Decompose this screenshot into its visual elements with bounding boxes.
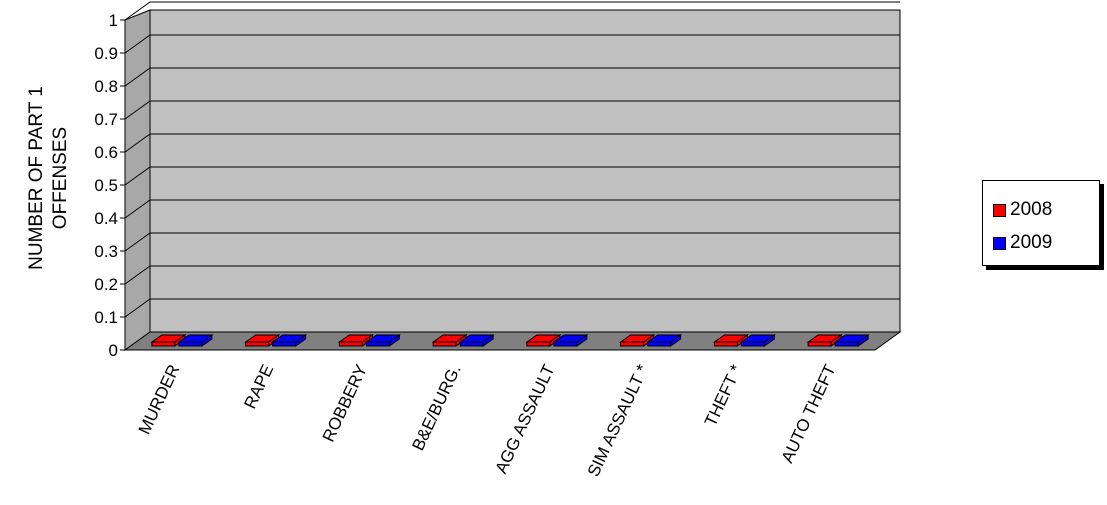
legend-item-2009: 2009 xyxy=(993,231,1052,255)
y-axis-label-line-1: NUMBER OF PART 1 xyxy=(26,86,47,270)
x-category-label: THEFT * xyxy=(701,361,746,429)
legend-swatch-2009 xyxy=(993,236,1006,250)
y-axis-label-line-2: OFFENSES xyxy=(50,127,71,229)
bar-2009-robbery xyxy=(364,334,401,347)
bar-2009-agg-assault xyxy=(552,334,589,347)
gridlines xyxy=(124,1,900,318)
legend-swatch-2008 xyxy=(993,203,1006,217)
gridline xyxy=(124,265,900,285)
y-tick-label: 0.3 xyxy=(94,242,118,261)
gridline xyxy=(124,166,900,186)
bar-2008-auto-theft xyxy=(806,334,843,347)
bar-2008-robbery xyxy=(337,334,374,347)
y-axis-ticks: 0 0.1 0.2 0.3 0.4 0.5 0.6 0.7 0.8 0.9 1 xyxy=(94,11,126,360)
bar-2008-agg-assault xyxy=(525,334,562,347)
gridline xyxy=(124,34,900,54)
gridline xyxy=(124,298,900,318)
bar-2009-auto-theft xyxy=(833,334,870,347)
x-category-label: AUTO THEFT xyxy=(778,362,840,466)
y-tick-label: 0.7 xyxy=(94,110,118,129)
bar-2009-b-e-burg- xyxy=(458,334,495,347)
y-tick-label: 1 xyxy=(109,11,118,30)
x-category-label: ROBBERY xyxy=(319,362,371,445)
legend: 2008 2009 xyxy=(982,180,1100,266)
x-category-label: MURDER xyxy=(135,362,184,438)
x-category-label: B&E/BURG. xyxy=(408,362,464,454)
gridline xyxy=(124,100,900,120)
bar-2009-sim-assault- xyxy=(646,334,683,347)
y-tick-label: 0.9 xyxy=(94,44,118,63)
bar-2008-rape xyxy=(244,334,281,347)
gridline xyxy=(124,133,900,153)
bar-2009-murder xyxy=(177,334,214,347)
side-wall xyxy=(124,9,151,351)
bar-2008-sim-assault- xyxy=(619,334,656,347)
gridline xyxy=(124,232,900,252)
gridline xyxy=(124,1,900,21)
legend-item-2008: 2008 xyxy=(993,198,1052,222)
y-tick-label: 0.1 xyxy=(94,308,118,327)
bar-2009-rape xyxy=(271,334,308,347)
y-tick-label: 0 xyxy=(109,341,118,360)
x-category-label: AGG ASSAULT xyxy=(492,362,559,477)
gridline xyxy=(124,67,900,87)
y-tick-label: 0.2 xyxy=(94,275,118,294)
gridline xyxy=(124,199,900,219)
x-category-label: RAPE xyxy=(240,362,277,412)
y-tick-label: 0.4 xyxy=(94,209,118,228)
bar-2008-b-e-burg- xyxy=(431,334,468,347)
bar-2009-theft- xyxy=(739,334,776,347)
x-axis-categories: MURDER RAPE ROBBERY B&E/BURG. AGG ASSAULT SIM… xyxy=(135,361,840,479)
back-wall xyxy=(149,9,901,333)
y-tick-label: 0.8 xyxy=(94,77,118,96)
x-category-label: SIM ASSAULT * xyxy=(584,361,653,479)
bars xyxy=(150,334,870,347)
legend-label-2009: 2009 xyxy=(1010,232,1053,253)
y-tick-label: 0.6 xyxy=(94,143,118,162)
bar-2008-murder xyxy=(150,334,187,347)
y-tick-label: 0.5 xyxy=(94,176,118,195)
legend-label-2008: 2008 xyxy=(1010,199,1053,220)
floor xyxy=(123,331,902,351)
